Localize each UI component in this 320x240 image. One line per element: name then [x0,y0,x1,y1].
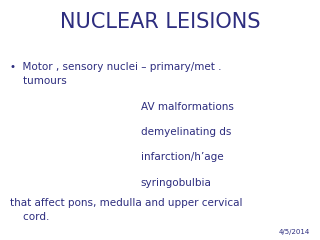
Text: demyelinating ds: demyelinating ds [141,127,231,137]
Text: that affect pons, medulla and upper cervical
    cord.: that affect pons, medulla and upper cerv… [10,198,242,222]
Text: •  Motor , sensory nuclei – primary/met .
    tumours: • Motor , sensory nuclei – primary/met .… [10,62,221,86]
Text: AV malformations: AV malformations [141,102,234,112]
Text: 4/5/2014: 4/5/2014 [279,229,310,235]
Text: infarction/h’age: infarction/h’age [141,152,223,162]
Text: NUCLEAR LEISIONS: NUCLEAR LEISIONS [60,12,260,32]
Text: syringobulbia: syringobulbia [141,178,212,188]
